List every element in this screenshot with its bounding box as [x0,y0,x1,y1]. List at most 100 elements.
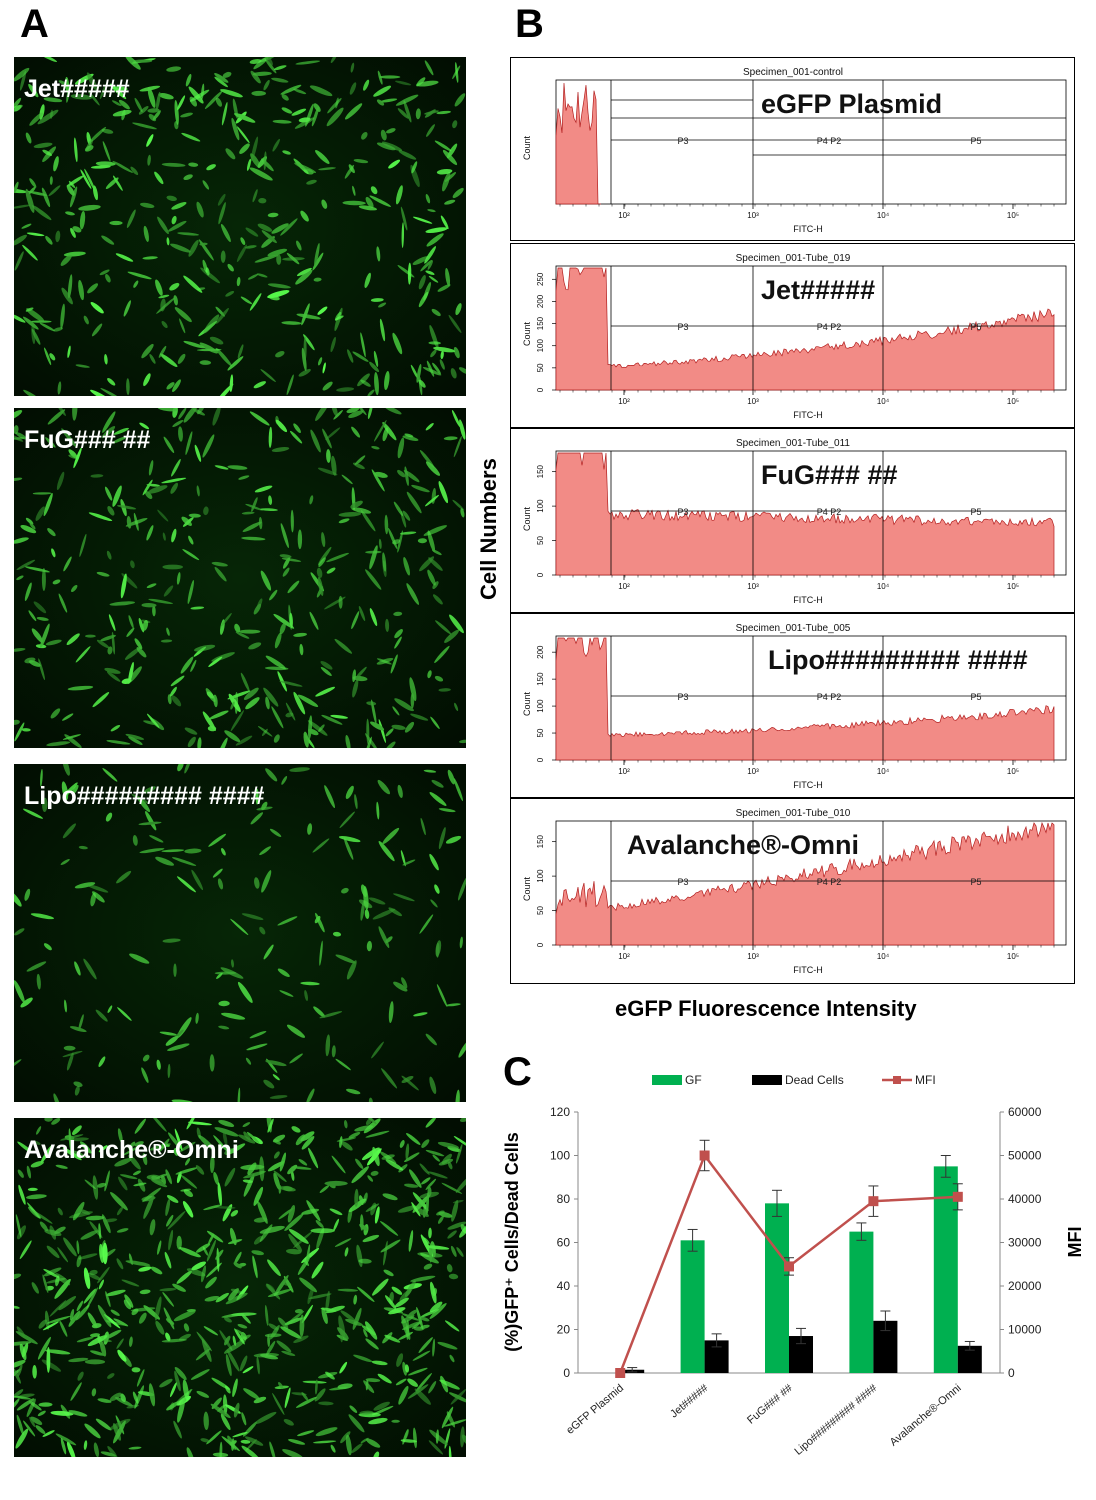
cell [407,1367,428,1376]
cell [232,1335,237,1347]
cell [240,237,246,245]
cell [184,848,202,854]
cell [300,210,309,222]
cell [19,1240,32,1260]
cell [381,141,403,152]
cell [337,1288,359,1292]
cell [206,1430,222,1445]
cell [418,275,426,290]
cell [159,1378,173,1388]
cell [40,1145,53,1164]
gate-label: P5 [970,322,981,332]
cell [68,1410,88,1417]
cell [449,1354,455,1363]
cell [374,372,379,396]
cell [32,492,52,495]
cell [26,1194,47,1200]
cell [283,1185,293,1192]
cell [138,1266,152,1272]
cell [428,341,441,345]
cell [31,1282,39,1294]
cell [313,277,322,282]
cell [106,740,131,745]
cell [436,984,448,1007]
cell [206,1239,217,1262]
cell [263,944,274,960]
cell [267,1161,285,1172]
cell [429,324,439,350]
cell [44,1118,53,1122]
cell [142,1153,148,1166]
cell [214,566,227,582]
cell [429,791,447,807]
cell [182,1379,189,1401]
cell [401,977,408,989]
cell [437,1141,459,1149]
x-tick-label: 10³ [747,397,759,406]
cell [89,1350,106,1356]
cell [241,913,264,920]
cell [352,669,357,683]
cell [382,422,397,441]
cell [210,1403,231,1419]
cell [157,1240,162,1255]
cell [393,501,404,517]
cell [282,1448,304,1457]
cell [19,70,27,91]
cell [439,359,445,370]
cell [43,97,63,103]
cell [338,518,350,524]
cell [265,57,273,66]
cell [237,1323,248,1329]
cell [241,1412,247,1426]
cell [320,661,333,670]
cell [221,1436,240,1452]
cell [388,159,401,169]
cell [420,1309,440,1318]
cell [14,204,32,209]
cell [66,1052,74,1071]
cell [222,71,232,78]
cell [234,1328,245,1345]
cell [275,351,285,358]
cell [230,918,249,936]
x-axis-label: FITC-H [793,224,823,234]
cell [406,1133,421,1145]
cell [376,142,396,151]
cell [24,582,32,601]
cell [121,678,132,684]
cell [225,290,235,297]
cell [217,1182,222,1206]
cell [14,1395,31,1400]
cell [281,107,293,114]
cell [80,169,92,189]
cell [288,1228,309,1244]
cell [293,423,301,434]
cell [16,1326,26,1339]
cell [190,606,205,610]
cell [332,931,342,937]
cell [345,1434,352,1456]
y-tick-label: 0 [536,757,545,762]
cell [220,612,232,627]
cell [360,332,366,358]
cell [424,246,436,264]
cell [313,1440,337,1444]
cell [278,1381,284,1390]
cell [340,1431,351,1444]
cell [378,719,386,743]
cell [394,636,402,649]
cell [97,1304,112,1328]
cell [171,459,181,477]
cell [192,408,206,416]
y2-tick-label: 10000 [1008,1323,1042,1337]
cell [425,227,448,233]
cell [116,870,132,884]
cell [246,1131,260,1143]
cell [45,235,53,245]
cell [76,1336,94,1343]
cell [364,272,371,289]
cell [128,736,143,745]
cell [326,567,336,574]
